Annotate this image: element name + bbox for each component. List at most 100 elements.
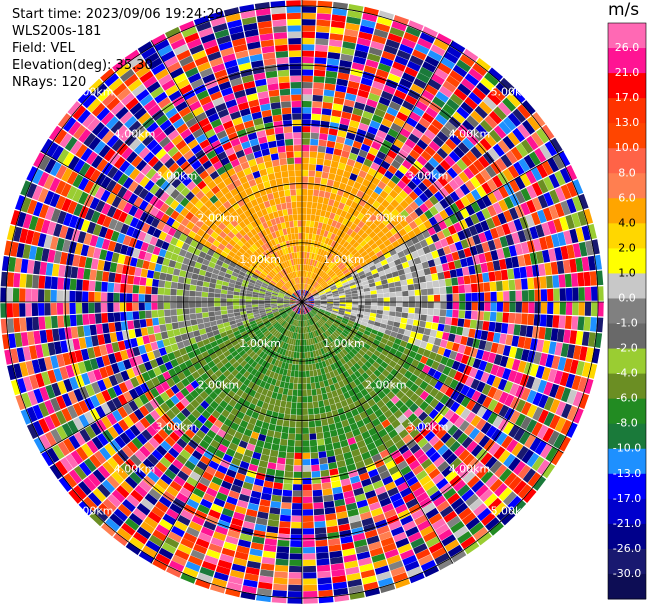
range-gate	[487, 239, 496, 251]
range-gate	[299, 308, 301, 315]
range-gate	[422, 364, 431, 374]
range-gate	[201, 297, 208, 302]
range-gate	[122, 499, 136, 513]
range-gate	[414, 353, 423, 362]
range-gate	[345, 294, 352, 298]
range-gate	[274, 313, 281, 318]
range-gate	[244, 514, 257, 524]
range-gate	[281, 432, 289, 440]
range-gate	[316, 13, 331, 21]
range-gate	[321, 108, 332, 116]
range-gate	[333, 258, 340, 265]
range-gate	[330, 474, 340, 482]
range-gate	[207, 414, 217, 424]
range-gate	[12, 288, 20, 302]
range-gate	[373, 209, 382, 218]
range-gate	[411, 128, 424, 139]
range-gate	[346, 360, 354, 368]
range-gate	[145, 310, 152, 319]
range-gate	[522, 302, 529, 313]
range-gate	[279, 354, 285, 362]
range-gate	[316, 552, 329, 560]
range-gate	[339, 231, 347, 239]
range-gate	[476, 381, 486, 393]
range-gate	[287, 597, 302, 604]
range-gate	[114, 372, 124, 384]
range-gate	[267, 519, 279, 527]
range-gate	[223, 418, 233, 428]
range-gate	[204, 395, 214, 405]
range-gate	[109, 439, 122, 453]
range-gate	[253, 337, 260, 344]
range-gate	[475, 57, 491, 72]
range-gate	[315, 349, 320, 357]
range-gate	[537, 409, 549, 424]
range-gate	[454, 334, 462, 344]
range-gate	[481, 383, 492, 396]
range-gate	[195, 296, 202, 302]
range-gate	[396, 263, 404, 271]
range-gate	[510, 146, 523, 161]
range-gate	[138, 285, 146, 294]
range-gate	[357, 292, 365, 296]
range-gate	[97, 379, 107, 392]
range-gate	[294, 345, 298, 352]
range-gate	[180, 433, 192, 444]
range-gate	[330, 429, 338, 437]
range-gate	[572, 243, 582, 258]
range-gate	[402, 434, 413, 444]
range-gate	[382, 283, 389, 289]
range-gate	[309, 325, 314, 332]
range-gate	[291, 515, 302, 522]
range-gate	[195, 291, 202, 297]
range-gate	[286, 395, 293, 402]
range-gate	[235, 372, 243, 380]
range-gate	[387, 444, 398, 454]
range-gate	[19, 288, 26, 302]
range-gate	[508, 279, 516, 291]
range-gate	[364, 587, 381, 597]
range-gate	[333, 97, 345, 105]
range-gate	[383, 185, 393, 195]
range-gate	[355, 175, 365, 184]
range-gate	[214, 288, 222, 294]
range-gate	[328, 45, 342, 54]
range-gate	[394, 476, 406, 487]
range-gate	[321, 316, 328, 322]
range-gate	[266, 333, 273, 340]
range-gate	[318, 589, 333, 597]
range-gate	[379, 145, 390, 155]
range-gate	[253, 327, 260, 333]
range-gate	[317, 255, 323, 262]
range-gate	[221, 357, 229, 366]
range-gate	[327, 531, 340, 540]
range-gate	[347, 80, 360, 90]
range-gate	[350, 365, 358, 373]
range-gate	[395, 381, 405, 390]
range-gate	[126, 368, 136, 379]
range-gate	[316, 228, 322, 236]
range-gate	[266, 429, 275, 438]
range-gate	[405, 379, 414, 389]
range-gate	[231, 457, 242, 467]
range-gate	[470, 213, 480, 225]
range-gate	[78, 481, 92, 496]
range-gate	[575, 360, 585, 376]
range-gate	[353, 414, 362, 423]
range-gate	[285, 307, 291, 311]
range-gate	[155, 356, 165, 366]
range-gate	[261, 360, 268, 368]
range-gate	[471, 128, 484, 142]
range-gate	[260, 313, 267, 318]
range-gate	[537, 179, 549, 194]
range-gate	[402, 122, 415, 133]
range-gate	[31, 289, 39, 302]
range-gate	[587, 223, 597, 240]
range-gate	[349, 317, 356, 322]
range-gate	[170, 405, 181, 416]
range-gate	[258, 581, 273, 590]
range-gate	[273, 385, 280, 393]
range-gate	[385, 39, 400, 49]
range-gate	[376, 129, 387, 140]
range-gate	[326, 320, 333, 326]
